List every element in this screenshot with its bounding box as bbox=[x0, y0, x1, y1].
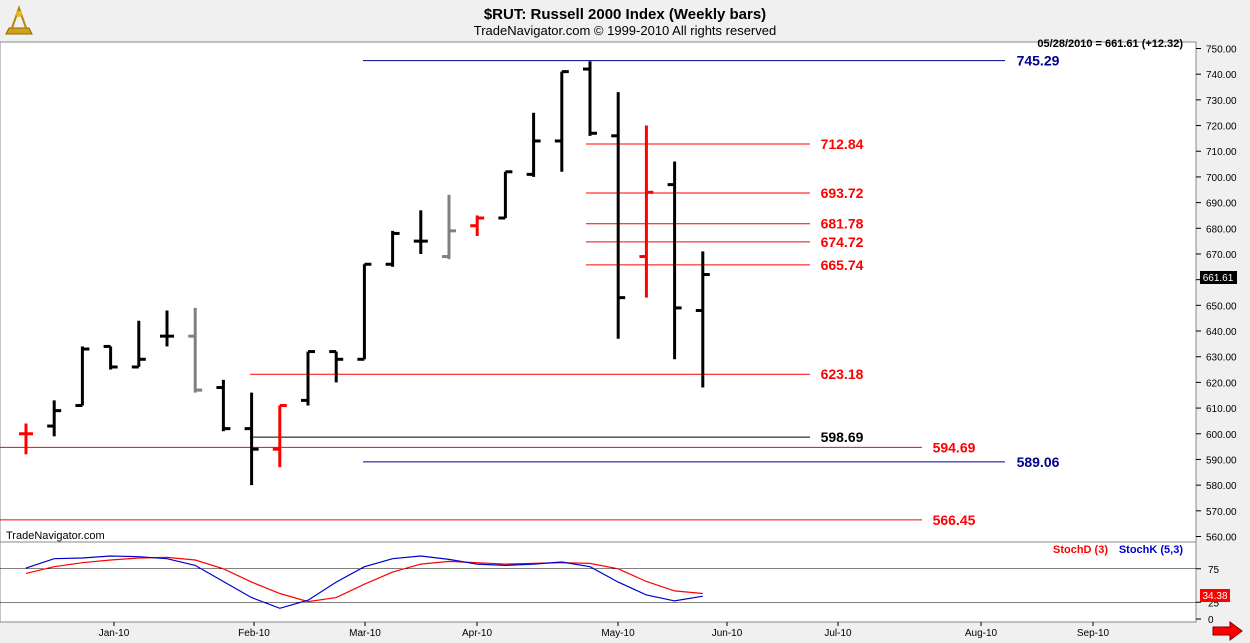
y-tick-label: 570.00 bbox=[1206, 507, 1237, 518]
level-label: 665.74 bbox=[821, 257, 864, 273]
ohlc-bar bbox=[357, 262, 372, 361]
y-tick-label: 700.00 bbox=[1206, 173, 1237, 184]
level-label: 745.29 bbox=[1017, 53, 1060, 69]
level-label: 594.69 bbox=[933, 439, 976, 455]
ohlc-bar bbox=[329, 350, 344, 383]
level-label: 566.45 bbox=[933, 512, 976, 528]
last-close-status: 05/28/2010 = 661.61 (+12.32) bbox=[1037, 38, 1183, 50]
ohlc-bar bbox=[19, 423, 33, 455]
ohlc-bar bbox=[583, 61, 597, 136]
stoch-k-line bbox=[25, 555, 703, 609]
ohlc-bar bbox=[244, 392, 259, 486]
ohlc-bar bbox=[188, 307, 203, 393]
stoch-y-tick-label: 0 bbox=[1208, 615, 1214, 626]
stoch-y-tick-label: 75 bbox=[1208, 565, 1220, 576]
chart-title: $RUT: Russell 2000 Index (Weekly bars) bbox=[484, 6, 766, 23]
y-tick-label: 750.00 bbox=[1206, 45, 1237, 56]
ohlc-bar bbox=[442, 194, 456, 260]
last-price-box bbox=[1200, 271, 1237, 284]
scroll-right-arrow-icon[interactable] bbox=[1212, 621, 1243, 641]
oscillator-panel bbox=[0, 541, 1197, 623]
x-tick-label: Feb-10 bbox=[238, 628, 270, 639]
x-tick-label: Jun-10 bbox=[712, 628, 743, 639]
level-label: 589.06 bbox=[1017, 454, 1060, 470]
x-tick-label: Jan-10 bbox=[99, 628, 130, 639]
price-axis: 750.00 740.00 730.00 720.00 710.00 700.00 690.… bbox=[1196, 45, 1237, 544]
level-label: 598.69 bbox=[821, 429, 864, 445]
ohlc-bar bbox=[639, 125, 654, 298]
level-label: 674.72 bbox=[821, 234, 864, 250]
stoch-d-line bbox=[25, 556, 703, 603]
price-levels: 745.29 712.84 693.72 681.78 674.72 665.74 623.… bbox=[0, 53, 1060, 528]
y-tick-label: 610.00 bbox=[1206, 404, 1237, 415]
trade-navigator-logo-icon bbox=[5, 4, 33, 35]
ohlc-bar bbox=[160, 310, 174, 347]
y-tick-label: 630.00 bbox=[1206, 353, 1237, 364]
ohlc-bar bbox=[301, 350, 315, 406]
x-tick-label: Jul-10 bbox=[824, 628, 852, 639]
y-tick-label: 680.00 bbox=[1206, 224, 1237, 235]
x-tick-label: Mar-10 bbox=[349, 628, 381, 639]
x-tick-label: May-10 bbox=[601, 628, 635, 639]
y-tick-label: 580.00 bbox=[1206, 481, 1237, 492]
y-tick-label: 620.00 bbox=[1206, 378, 1237, 389]
y-tick-label: 730.00 bbox=[1206, 96, 1237, 107]
legend-stoch-k: StochK (5,3) bbox=[1119, 544, 1184, 556]
y-tick-label: 640.00 bbox=[1206, 327, 1237, 338]
watermark: TradeNavigator.com bbox=[6, 530, 105, 542]
ohlc-bar bbox=[216, 379, 231, 432]
last-price-label: 661.61 bbox=[1203, 273, 1234, 284]
y-tick-label: 690.00 bbox=[1206, 199, 1237, 210]
ohlc-bar bbox=[272, 404, 287, 468]
x-tick-label: Aug-10 bbox=[965, 628, 998, 639]
ohlc-bar bbox=[695, 251, 710, 388]
level-label: 623.18 bbox=[821, 366, 864, 382]
y-tick-label: 560.00 bbox=[1206, 533, 1237, 544]
price-panel bbox=[0, 41, 1197, 543]
chart-subtitle: TradeNavigator.com © 1999-2010 All right… bbox=[474, 23, 776, 38]
x-tick-label: Apr-10 bbox=[462, 628, 492, 639]
level-label: 693.72 bbox=[821, 185, 864, 201]
ohlc-bar bbox=[611, 92, 626, 339]
stochastic-axis: 75 25 0 bbox=[1196, 565, 1220, 626]
time-axis: Jan-10 Feb-10 Mar-10 Apr-10 May-10 Jun-10 Jul-… bbox=[99, 622, 1110, 639]
ohlc-bar bbox=[385, 230, 400, 267]
ohlc-bar bbox=[498, 170, 513, 220]
ohlc-bar bbox=[47, 400, 62, 437]
ohlc-bar bbox=[526, 112, 541, 177]
ohlc-bar bbox=[667, 161, 682, 360]
ohlc-bar bbox=[131, 320, 146, 369]
ohlc-bar bbox=[413, 210, 428, 254]
y-tick-label: 710.00 bbox=[1206, 147, 1237, 158]
stochastic-lines bbox=[0, 555, 1196, 609]
y-tick-label: 650.00 bbox=[1206, 301, 1237, 312]
y-tick-label: 670.00 bbox=[1206, 250, 1237, 261]
y-tick-label: 740.00 bbox=[1206, 70, 1237, 81]
stoch-last-label: 34.38 bbox=[1202, 591, 1227, 602]
x-tick-label: Sep-10 bbox=[1077, 628, 1110, 639]
y-tick-label: 590.00 bbox=[1206, 455, 1237, 466]
legend-stoch-d: StochD (3) bbox=[1053, 544, 1108, 556]
y-tick-label: 720.00 bbox=[1206, 122, 1237, 133]
stoch-y-tick-label: 25 bbox=[1208, 598, 1220, 609]
y-tick-label: 600.00 bbox=[1206, 430, 1237, 441]
stoch-last-box bbox=[1200, 589, 1230, 602]
ohlc-bar bbox=[554, 70, 569, 172]
level-label: 712.84 bbox=[821, 136, 864, 152]
ohlc-bar bbox=[470, 215, 485, 236]
ohlc-bar bbox=[103, 344, 118, 370]
price-bars bbox=[19, 61, 710, 486]
ohlc-bar bbox=[75, 346, 90, 408]
level-label: 681.78 bbox=[821, 216, 864, 232]
